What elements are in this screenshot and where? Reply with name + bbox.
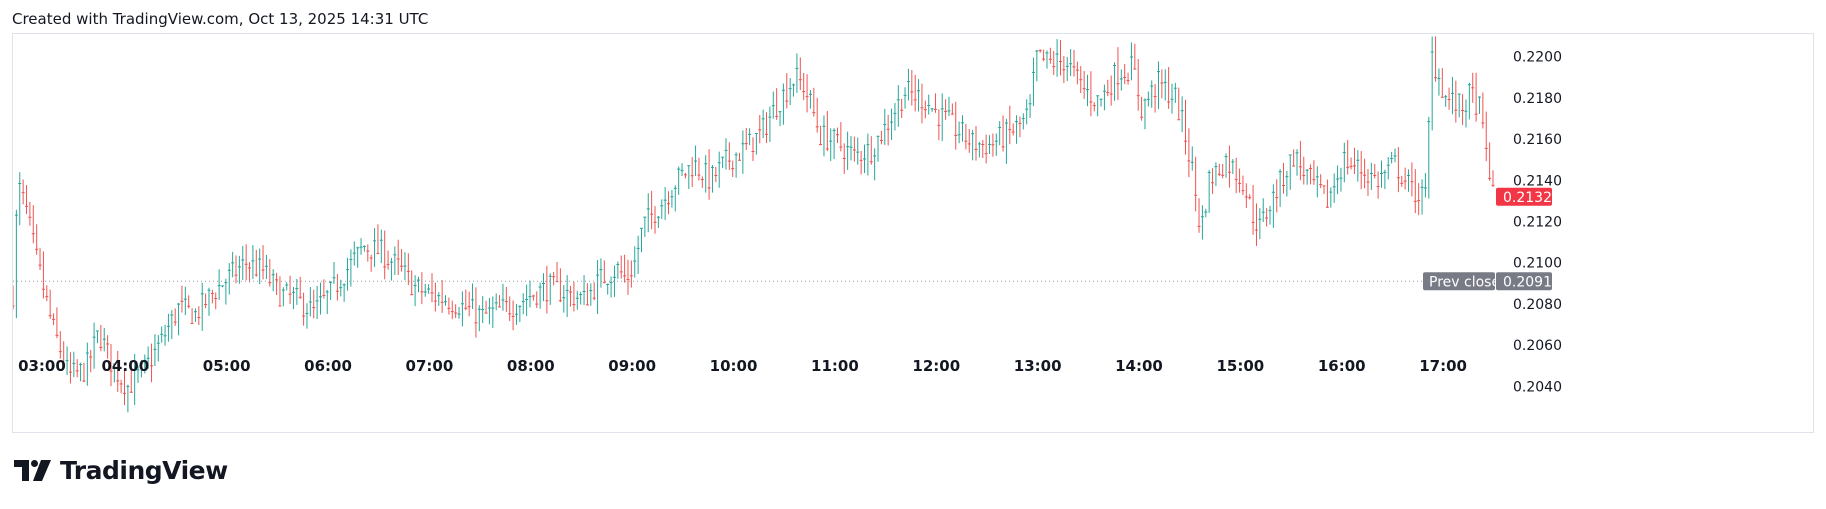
prev-close-label-bg (1423, 272, 1495, 291)
y-tick-label: 0.2160 (1513, 132, 1562, 148)
chart-area[interactable]: 0.2200 0.2180 0.2160 0.2140 0.2120 0.2100 0.20… (12, 33, 1814, 433)
x-tick-label: 17:00 (1419, 357, 1467, 375)
prev-close-tag: Prev close 0.2091 (1423, 272, 1552, 291)
tradingview-logo[interactable]: TradingView (14, 456, 228, 485)
y-tick-label: 0.2080 (1513, 297, 1562, 313)
x-tick-label: 09:00 (608, 357, 656, 375)
x-tick-label: 05:00 (203, 357, 251, 375)
x-tick-label: 15:00 (1217, 357, 1265, 375)
y-tick-label: 0.2100 (1513, 256, 1562, 272)
y-tick-label: 0.2140 (1513, 173, 1562, 189)
candlestick-series (13, 36, 1495, 413)
price-axis: 0.2200 0.2180 0.2160 0.2140 0.2120 0.2100 0.20… (1513, 50, 1562, 396)
y-tick-label: 0.2180 (1513, 91, 1562, 107)
tradingview-logo-icon (14, 459, 51, 481)
x-tick-label: 14:00 (1115, 357, 1163, 375)
time-axis: 03:00 04:00 05:00 06:00 07:00 08:00 09:00 10:00… (18, 357, 1467, 375)
x-tick-label: 06:00 (304, 357, 352, 375)
y-tick-label: 0.2040 (1513, 379, 1562, 395)
y-tick-label: 0.2200 (1513, 50, 1562, 66)
x-tick-label: 08:00 (507, 357, 555, 375)
y-tick-label: 0.2120 (1513, 215, 1562, 231)
last-price-bg (1496, 187, 1552, 206)
prev-close-value-bg (1496, 272, 1552, 291)
x-tick-label: 04:00 (101, 357, 149, 375)
x-tick-label: 10:00 (710, 357, 758, 375)
prev-close-label: Prev close (1429, 274, 1500, 290)
x-tick-label: 07:00 (406, 357, 454, 375)
prev-close-value: 0.2091 (1503, 274, 1552, 290)
x-tick-label: 11:00 (811, 357, 859, 375)
price-chart[interactable]: 0.2200 0.2180 0.2160 0.2140 0.2120 0.2100 0.20… (13, 34, 1815, 434)
last-price-value: 0.2132 (1503, 190, 1552, 206)
last-price-tag: 0.2132 (1496, 187, 1552, 206)
x-tick-label: 13:00 (1014, 357, 1062, 375)
watermark-header: Created with TradingView.com, Oct 13, 20… (12, 10, 429, 28)
x-tick-label: 12:00 (912, 357, 960, 375)
x-tick-label: 16:00 (1318, 357, 1366, 375)
logo-text: TradingView (60, 456, 228, 485)
y-tick-label: 0.2060 (1513, 338, 1562, 354)
x-tick-label: 03:00 (18, 357, 66, 375)
